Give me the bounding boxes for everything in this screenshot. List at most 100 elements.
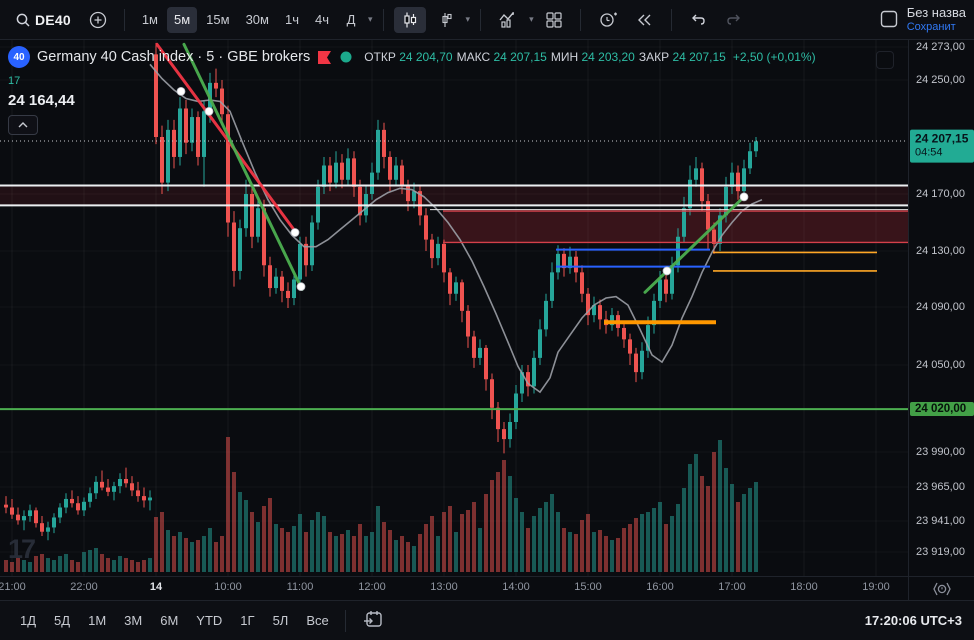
toolbar-separator xyxy=(480,8,482,31)
tradingview-watermark: 17 xyxy=(8,534,36,564)
time-label: 14:00 xyxy=(502,581,530,593)
chart-style-alt-button[interactable] xyxy=(430,7,462,33)
ohlc-МАКС: МАКС 24 207,15 xyxy=(456,50,547,64)
ohlc-values: ОТКР 24 204,70 МАКС 24 207,15 МИН 24 203,2… xyxy=(360,48,726,66)
indicator-param: 17 xyxy=(8,75,21,87)
range-1Д[interactable]: 1Д xyxy=(20,613,37,628)
range-1Г[interactable]: 1Г xyxy=(240,613,255,628)
timeframe-5м[interactable]: 5м xyxy=(167,6,198,33)
price-axis[interactable]: 24 273,00 24 250,00 24 170,00 24 130,00 24 0… xyxy=(908,40,974,576)
timeframe-1ч[interactable]: 1ч xyxy=(284,12,299,27)
chart-canvas[interactable] xyxy=(0,0,908,576)
replay-button[interactable] xyxy=(629,7,661,33)
time-label: 17:00 xyxy=(718,581,746,593)
range-1М[interactable]: 1М xyxy=(88,613,107,628)
symbol-logo-badge: 40 xyxy=(8,46,30,68)
toolbar-separator xyxy=(382,8,384,31)
pane-menu-icon[interactable] xyxy=(876,51,894,69)
toolbar-separator xyxy=(344,609,346,632)
time-label: 19:00 xyxy=(862,581,890,593)
ohlc-ОТКР: ОТКР 24 204,70 xyxy=(364,50,453,64)
alarm-clock-plus-icon xyxy=(599,12,617,27)
go-to-date-button[interactable] xyxy=(354,605,392,636)
range-5Л[interactable]: 5Л xyxy=(272,613,289,628)
compare-add-button[interactable] xyxy=(82,7,114,33)
search-icon xyxy=(16,13,30,27)
time-label: 10:00 xyxy=(214,581,242,593)
chevron-down-icon[interactable]: ▾ xyxy=(465,14,471,24)
top-toolbar: DE40 1м 5м 15м 30м 1ч 4ч Д ▾ xyxy=(0,0,974,40)
save-layout-icon[interactable] xyxy=(879,9,899,29)
collapse-legend-button[interactable] xyxy=(8,115,38,135)
symbol-search-button[interactable]: DE40 xyxy=(8,7,78,33)
price-label: 24 130,00 xyxy=(916,245,965,257)
replay-icon xyxy=(637,14,651,25)
clock-settings-icon xyxy=(932,582,951,596)
time-label: 14 xyxy=(149,581,163,593)
price-change: +2,50 (+0,01%) xyxy=(732,50,816,64)
price-label: 24 170,00 xyxy=(916,188,965,200)
indicator-value: 24 164,44 xyxy=(8,92,75,109)
current-price-badge: 24 207,15 04:54 xyxy=(910,129,974,163)
price-label: 23 941,00 xyxy=(916,515,965,527)
price-label: 24 250,00 xyxy=(916,74,965,86)
indicators-icon xyxy=(499,11,515,28)
hline-layer xyxy=(0,184,908,411)
volume-layer xyxy=(4,437,758,572)
layout-title-block[interactable]: Без назва Сохранит xyxy=(907,6,966,34)
time-label: 15:00 xyxy=(574,581,602,593)
range-Все[interactable]: Все xyxy=(306,613,329,628)
chevron-up-icon xyxy=(18,122,28,128)
undo-button[interactable] xyxy=(682,7,714,33)
timeframe-30м[interactable]: 30м xyxy=(245,12,269,27)
chevron-down-icon[interactable]: ▾ xyxy=(368,14,373,24)
current-price: 24 207,15 xyxy=(915,131,969,146)
symbol-description[interactable]: Germany 40 Cash index · 5 · GBE brokers xyxy=(37,49,311,65)
candlestick-icon xyxy=(403,12,416,27)
toolbar-separator xyxy=(579,8,581,31)
time-axis[interactable]: 21:00 22:00 14 10:00 11:00 12:00 13:00 14:00 15:… xyxy=(0,576,974,601)
session-clock[interactable]: 17:20:06 UTC+3 xyxy=(864,613,962,628)
chart-legend: 40 Germany 40 Cash index · 5 · GBE broke… xyxy=(8,46,816,135)
level-price-badge: 24 020,00 xyxy=(910,402,974,416)
price-label: 23 919,00 xyxy=(916,546,965,558)
calendar-goto-icon xyxy=(363,611,382,627)
moving-average-line xyxy=(149,63,763,394)
range-5Д[interactable]: 5Д xyxy=(54,613,71,628)
hollow-candle-icon xyxy=(441,12,452,27)
layout-grid-button[interactable] xyxy=(538,7,570,33)
timeframe-15м[interactable]: 15м xyxy=(206,12,230,27)
time-label: 16:00 xyxy=(646,581,674,593)
time-label: 21:00 xyxy=(0,581,26,593)
chart-style-candles-button[interactable] xyxy=(393,6,426,33)
zone-layer xyxy=(0,185,908,243)
plus-circle-icon xyxy=(89,11,106,28)
toolbar-separator xyxy=(123,8,125,31)
grid-layout-icon xyxy=(546,11,562,28)
range-YTD[interactable]: YTD xyxy=(196,613,223,628)
timezone-settings[interactable] xyxy=(908,577,974,601)
indicators-button[interactable] xyxy=(491,7,525,33)
ohlc-МИН: МИН 24 203,20 xyxy=(550,50,635,64)
timeframe-1м[interactable]: 1м xyxy=(141,12,158,27)
market-status-icon xyxy=(340,51,352,63)
timeframe-Д[interactable]: Д xyxy=(346,12,356,27)
time-label: 13:00 xyxy=(430,581,458,593)
save-layout-link[interactable]: Сохранит xyxy=(906,20,956,33)
redo-button[interactable] xyxy=(718,7,750,33)
time-label: 18:00 xyxy=(790,581,818,593)
layout-title[interactable]: Без назва xyxy=(906,5,966,20)
price-label: 23 965,00 xyxy=(916,481,965,493)
chevron-down-icon[interactable]: ▾ xyxy=(529,14,534,24)
timeframe-4ч[interactable]: 4ч xyxy=(315,12,330,27)
flag-icon[interactable] xyxy=(317,50,332,65)
alert-add-button[interactable] xyxy=(591,7,625,33)
timeframe-group: 1м 5м 15м 30м 1ч 4ч Д xyxy=(135,6,364,33)
range-6М[interactable]: 6М xyxy=(160,613,179,628)
layout-manager: Без назва Сохранит xyxy=(879,6,966,34)
toolbar-separator xyxy=(670,8,672,31)
date-range-group: 1Д 5Д 1М 3М 6М YTD 1Г 5Л Все xyxy=(12,609,337,632)
redo-icon xyxy=(726,14,740,25)
range-3М[interactable]: 3М xyxy=(124,613,143,628)
